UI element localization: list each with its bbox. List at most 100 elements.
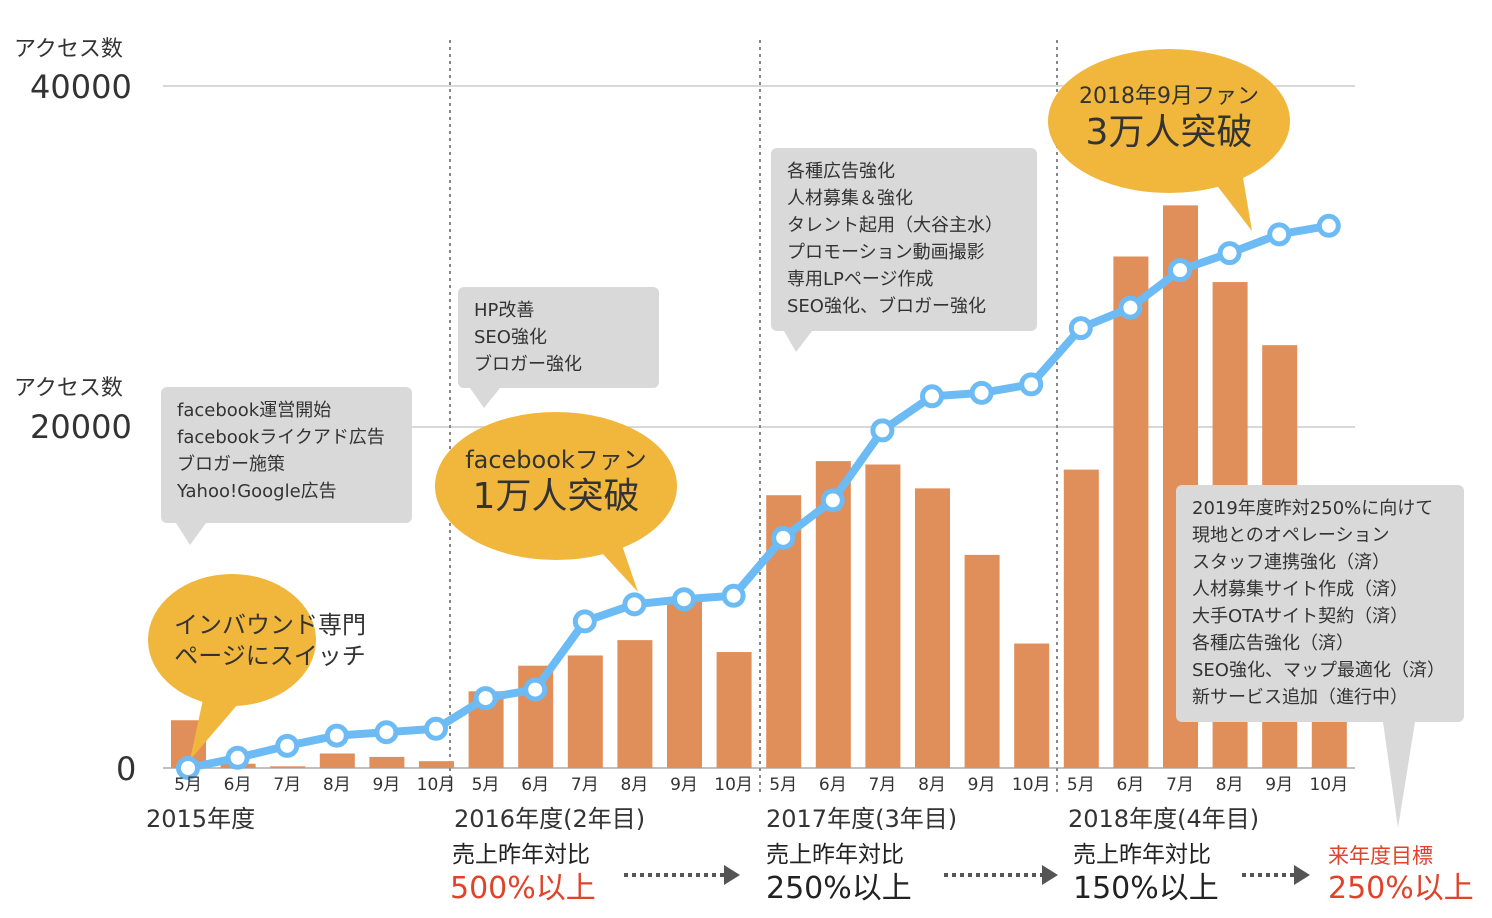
x-tick-label: 7月: [273, 775, 301, 795]
bar: [915, 488, 950, 768]
note-line: facebookライクアド広告: [177, 427, 385, 448]
line-point: [969, 380, 994, 405]
bubble-fan30k-tail: [1205, 160, 1252, 231]
note-box-2015: facebook運営開始 facebookライクアド広告 ブロガー施策 Yaho…: [161, 387, 412, 523]
bar: [667, 597, 702, 768]
y-tick-40000: 40000: [30, 68, 132, 106]
line-point: [176, 756, 200, 780]
bar: [369, 756, 405, 768]
bubble-fan10k: [435, 412, 677, 560]
note-box-2019: 2019年度昨対250%に向けて 現地とのオペレーション スタッフ連携強化（済）…: [1176, 485, 1464, 722]
line-point: [1068, 316, 1093, 341]
y-axis-title-top: アクセス数: [14, 37, 123, 62]
note-line: 現地とのオペレーション: [1192, 525, 1390, 546]
bubble-line: インバウンド専門: [174, 611, 366, 639]
y-tick-20000: 20000: [30, 408, 132, 446]
x-tick-label: 10月: [714, 775, 753, 795]
line-point: [1267, 222, 1292, 247]
bar: [419, 761, 454, 768]
arrow-head: [1294, 865, 1310, 885]
x-tick-label: 9月: [968, 775, 996, 795]
line-point: [225, 745, 250, 770]
x-tick-label: 6月: [521, 775, 549, 795]
target-label: 来年度目標: [1328, 844, 1433, 868]
x-tick-label: 5月: [174, 775, 202, 795]
arrow-head: [1042, 865, 1058, 885]
bubble-line: facebookファン: [465, 446, 647, 474]
note-line: 各種広告強化（済）: [1192, 633, 1354, 654]
x-tick-label: 10月: [1309, 775, 1348, 795]
note-box-2016: HP改善 SEO強化 ブロガー強化: [458, 287, 659, 388]
x-tick-label: 5月: [1067, 775, 1095, 795]
note-tail: [784, 331, 812, 352]
year-label-2017: 2017年度(3年目): [766, 805, 958, 833]
note-line: プロモーション動画撮影: [787, 242, 985, 263]
note-line: タレント起用（大谷主水）: [787, 215, 1003, 236]
bubble-fan30k: [1048, 49, 1290, 193]
note-line: 専用LPページ作成: [787, 269, 934, 290]
note-line: 2019年度昨対250%に向けて: [1192, 498, 1434, 519]
x-tick-label: 8月: [620, 775, 648, 795]
y-tick-0: 0: [116, 750, 137, 788]
sales-value-2017: 250%以上: [766, 871, 912, 906]
bar: [1014, 643, 1050, 768]
line-point: [1168, 258, 1192, 283]
note-line: 新サービス追加（進行中）: [1192, 687, 1408, 708]
sales-label-2018: 売上昨年対比: [1073, 842, 1211, 868]
target-value: 250%以上: [1328, 871, 1474, 906]
bubble-fan10k-tail: [590, 525, 638, 592]
x-tick-label: 8月: [1216, 775, 1244, 795]
x-tick-label: 9月: [670, 775, 698, 795]
year-label-2018: 2018年度(4年目): [1068, 805, 1260, 833]
note-line: facebook運営開始: [177, 400, 332, 421]
x-tick-label: 7月: [571, 775, 599, 795]
x-tick-label: 8月: [323, 775, 351, 795]
x-tick-label: 10月: [417, 775, 456, 795]
x-tick-label: 5月: [769, 775, 797, 795]
line-point: [1316, 213, 1341, 238]
bubble-inbound-tail: [190, 690, 250, 760]
line-point: [1217, 241, 1242, 266]
line-point: [622, 592, 647, 617]
line-point: [374, 720, 399, 745]
bar: [567, 655, 603, 768]
note-line: Yahoo!Google広告: [177, 481, 337, 502]
note-line: 人材募集＆強化: [787, 188, 913, 209]
note-line: HP改善: [474, 300, 535, 321]
line-point: [324, 723, 349, 748]
note-line: ブロガー強化: [474, 354, 582, 375]
note-tail: [1383, 722, 1415, 828]
x-tick-label: 6月: [1116, 775, 1144, 795]
bubble-fan10k-text: facebookファン 1万人突破: [436, 445, 676, 519]
note-tail: [470, 388, 500, 408]
sales-value-2016: 500%以上: [450, 871, 596, 906]
line-point: [771, 525, 796, 550]
note-line: 各種広告強化: [787, 161, 895, 182]
line-point: [1118, 295, 1143, 320]
line-point: [870, 418, 895, 443]
sales-value-2018: 150%以上: [1073, 871, 1219, 906]
x-tick-label: 7月: [1166, 775, 1194, 795]
year-label-2015: 2015年度: [146, 805, 256, 833]
note-line: SEO強化、マップ最適化（済）: [1192, 660, 1445, 681]
bar: [617, 640, 653, 768]
sales-label-2017: 売上昨年対比: [766, 842, 904, 868]
note-tail: [176, 523, 206, 545]
bar: [1113, 256, 1149, 768]
bar: [270, 766, 306, 768]
bubble-line: 1万人突破: [472, 476, 640, 517]
line-point: [920, 384, 944, 409]
x-tick-label: 9月: [372, 775, 400, 795]
arrow-head: [724, 865, 740, 885]
bubble-line: 2018年9月ファン: [1079, 84, 1259, 109]
bar: [865, 464, 901, 768]
line-point: [1019, 372, 1044, 397]
x-tick-label: 10月: [1012, 775, 1051, 795]
year-label-2016: 2016年度(2年目): [454, 805, 646, 833]
note-box-2017: 各種広告強化 人材募集＆強化 タレント起用（大谷主水） プロモーション動画撮影 …: [771, 148, 1037, 331]
line-point: [672, 587, 696, 612]
note-line: ブロガー施策: [177, 454, 285, 475]
bubble-line: 3万人突破: [1085, 112, 1253, 153]
line-point: [424, 716, 448, 741]
